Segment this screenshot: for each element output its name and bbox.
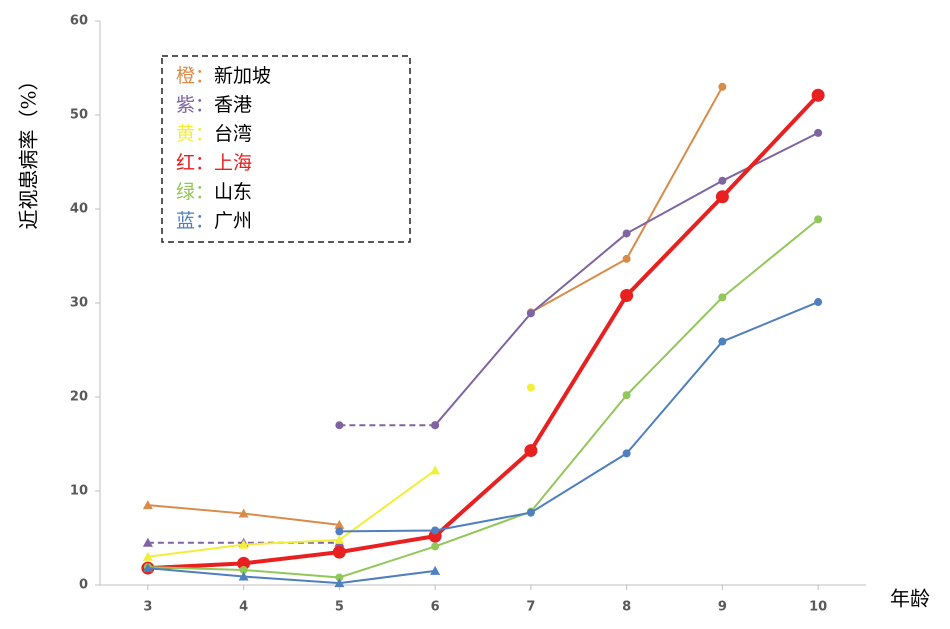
y-tick-label: 50 (70, 108, 88, 123)
point-marker (332, 545, 346, 559)
y-tick-label: 60 (70, 14, 88, 29)
x-tick-label: 8 (622, 600, 631, 615)
legend-color-word: 绿： (176, 181, 214, 203)
point-marker (238, 539, 249, 549)
point-marker (814, 128, 823, 137)
point-marker (142, 537, 153, 547)
legend-label: 新加坡 (214, 65, 271, 87)
x-tick-label: 5 (335, 600, 344, 615)
series-line (530, 86, 724, 314)
point-marker (431, 526, 440, 535)
y-tick-label: 40 (70, 202, 88, 217)
point-marker (718, 337, 727, 346)
legend-label: 台湾 (214, 123, 252, 145)
point-marker (526, 383, 535, 392)
y-tick-label: 30 (70, 296, 88, 311)
point-marker (334, 519, 345, 529)
point-marker (239, 565, 248, 574)
x-tick-label: 7 (526, 600, 535, 615)
point-marker (622, 229, 631, 238)
point-marker (142, 551, 153, 561)
point-marker (238, 508, 249, 518)
legend-color-word: 黄： (176, 123, 214, 145)
point-marker (142, 500, 153, 510)
y-tick-label: 10 (70, 484, 88, 499)
point-marker (334, 578, 345, 588)
y-axis-title: 近视患病率（%） (17, 70, 41, 229)
point-marker (335, 573, 344, 582)
x-tick-label: 6 (431, 600, 440, 615)
series-line (147, 218, 819, 579)
series-line (434, 131, 819, 426)
legend-entry: 红：上海 (176, 152, 252, 174)
point-marker (237, 556, 251, 570)
point-marker (622, 449, 631, 458)
point-marker (620, 288, 634, 302)
point-marker (814, 215, 823, 224)
legend-color-word: 红： (176, 152, 214, 174)
x-tick-label: 3 (143, 600, 152, 615)
point-marker (431, 421, 440, 430)
legend-label: 上海 (214, 152, 252, 174)
point-marker (431, 542, 440, 551)
point-marker (622, 391, 631, 400)
legend-box (161, 55, 411, 243)
x-tick-label: 4 (239, 600, 248, 615)
legend-label: 山东 (214, 181, 252, 203)
point-marker (430, 465, 441, 475)
point-marker (238, 571, 249, 581)
point-marker (524, 444, 538, 458)
point-marker (142, 563, 153, 573)
series-line (147, 93, 820, 571)
legend-label: 香港 (214, 94, 252, 116)
series-line (147, 567, 436, 585)
y-tick-label: 20 (70, 390, 88, 405)
point-marker (335, 421, 344, 430)
point-marker (718, 293, 727, 302)
point-marker (428, 529, 442, 543)
legend-entry: 黄：台湾 (176, 123, 252, 145)
point-marker (526, 309, 535, 318)
point-marker (718, 82, 727, 91)
point-marker (718, 176, 727, 185)
series-line (339, 301, 819, 533)
x-tick-label: 10 (809, 600, 827, 615)
point-marker (814, 298, 823, 307)
legend-color-word: 橙： (176, 65, 214, 87)
x-tick-label: 9 (718, 600, 727, 615)
legend-entry: 橙：新加坡 (176, 65, 271, 87)
legend-color-word: 紫： (176, 94, 214, 116)
point-marker (715, 190, 729, 204)
legend-entry: 蓝：广州 (176, 210, 252, 232)
point-marker (811, 88, 825, 102)
x-axis-title: 年龄 (890, 587, 930, 611)
series-line (147, 469, 436, 558)
point-marker (622, 254, 631, 263)
point-marker (335, 527, 344, 536)
y-tick-label: 0 (79, 578, 88, 593)
point-marker (430, 565, 441, 575)
legend-color-word: 蓝： (176, 210, 214, 232)
legend-entry: 紫：香港 (176, 94, 252, 116)
point-marker (526, 508, 535, 517)
legend-entry: 绿：山东 (176, 181, 252, 203)
point-marker (334, 534, 345, 544)
legend-label: 广州 (214, 210, 252, 232)
